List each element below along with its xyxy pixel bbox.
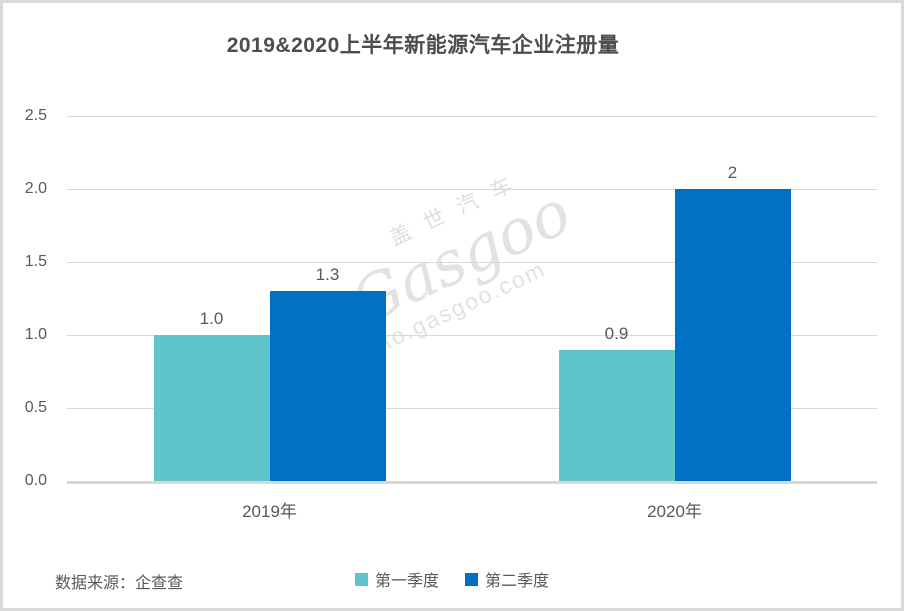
bar-2020年-第二季度 <box>674 189 791 481</box>
gridline-y-2.0 <box>67 189 877 190</box>
chart-overlay: 2019&2020上半年新能源汽车企业注册量 数据来源：企查查 第一季度 第二季度 <box>3 3 901 608</box>
bar-value-label: 1.3 <box>315 265 340 285</box>
plot-area: 0.0 0.5 1.0 1.5 2.0 2.5 1.0 0.9 1.3 2 2019年 2020年 <box>3 3 901 608</box>
y-axis-tick-label: 0.0 <box>24 472 47 489</box>
bar-value-label: 2 <box>727 163 738 182</box>
x-axis-category-label: 2020年 <box>647 502 702 521</box>
legend-label: 第一季度 <box>374 573 439 590</box>
bar-value-label: 1.0 <box>199 309 224 328</box>
legend-swatch <box>354 572 368 586</box>
chart-title: 2019&2020上半年新能源汽车企业注册量 <box>226 34 620 57</box>
gridline-y-1.0 <box>67 335 877 336</box>
legend-item-第一季度: 第一季度 <box>354 567 439 591</box>
gridline-y-1.5 <box>67 262 877 263</box>
y-axis-tick-label: 1.5 <box>24 253 47 270</box>
bar-value-label: 0.9 <box>604 323 629 343</box>
gridline-y-2.5 <box>67 116 877 117</box>
x-axis-line <box>67 481 877 484</box>
y-axis-tick-label: 2.5 <box>24 107 47 124</box>
y-axis-tick-label: 1.0 <box>24 326 47 343</box>
legend: 第一季度 第二季度 <box>3 567 901 591</box>
x-axis-category-label: 2019年 <box>242 502 297 521</box>
legend-label: 第二季度 <box>485 573 550 590</box>
y-axis-tick-label: 0.5 <box>24 399 47 416</box>
bar-2019年-第一季度 <box>153 335 270 481</box>
data-source-label: 数据来源：企查查 <box>55 575 184 592</box>
legend-swatch <box>465 572 478 586</box>
bar-2019年-第二季度 <box>269 291 386 481</box>
legend-item-第二季度: 第二季度 <box>465 567 549 591</box>
gridline-y-0.5 <box>67 408 877 409</box>
y-axis-tick-label: 2.0 <box>24 180 47 197</box>
bar-2020年-第一季度 <box>558 349 675 481</box>
